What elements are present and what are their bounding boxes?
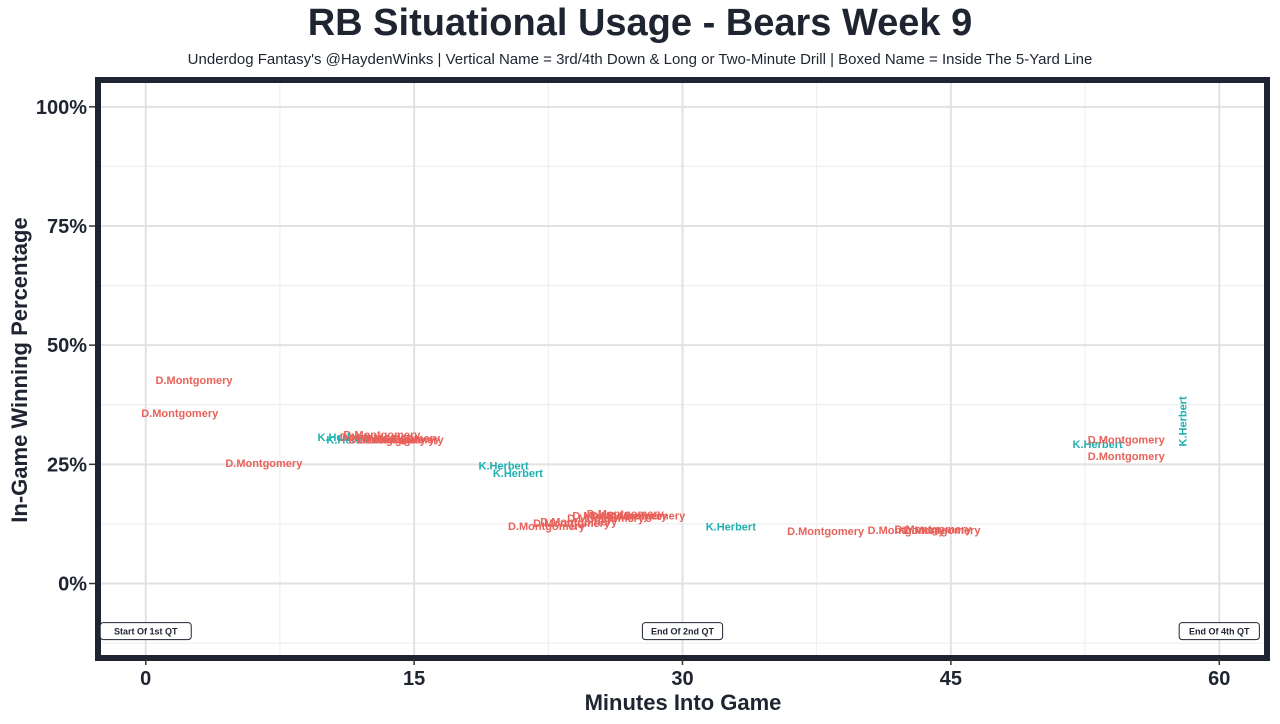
x-axis-ticks: 0 15 30 45 60	[140, 659, 1230, 690]
x-tick-label: 0	[140, 668, 151, 690]
player-point-label: K.Herbert	[479, 461, 529, 473]
annotation-label: Start Of 1st QT	[114, 627, 178, 637]
plot-frame	[95, 77, 1270, 661]
player-point-label: D.Montgomery	[508, 521, 586, 533]
player-point-label: D.Montgomery	[572, 511, 650, 523]
annotation-box	[99, 622, 192, 641]
quarter-annotation: End Of 4th QT	[1178, 622, 1260, 641]
y-axis-ticks: 0% 25% 50% 75% 100%	[36, 97, 95, 596]
player-point-label: D.Montgomery	[358, 434, 436, 446]
quarter-annotation: End Of 2nd QT	[641, 622, 724, 641]
player-point-label: K.Herbert	[326, 434, 376, 446]
x-tick-label: 60	[1208, 668, 1230, 690]
player-point-label: D.Montgomery	[590, 511, 668, 523]
player-point-label: D.Montgomery	[1088, 451, 1166, 463]
x-tick-label: 15	[403, 668, 425, 690]
player-point-label: D.Montgomery	[540, 516, 618, 528]
player-point-label: D.Montgomery	[567, 513, 645, 525]
quarter-annotations: Start Of 1st QT End Of 2nd QT End Of 4th Q…	[99, 622, 1260, 641]
player-point-label: K.Herbert	[1177, 396, 1189, 446]
player-point-label: D.Montgomery	[141, 408, 219, 420]
player-point-label: K.Herbert	[706, 522, 756, 534]
chart-title: RB Situational Usage - Bears Week 9	[307, 2, 973, 44]
player-point-label: D.Montgomery	[225, 458, 303, 470]
player-point-label: D.Montgomery	[587, 508, 665, 520]
player-point-label: D.Montgomery	[343, 430, 421, 442]
x-tick-label: 30	[671, 668, 693, 690]
x-axis-label: Minutes Into Game	[585, 690, 782, 715]
quarter-annotation: Start Of 1st QT	[99, 622, 192, 641]
chart-subtitle: Underdog Fantasy's @HaydenWinks | Vertic…	[187, 51, 1093, 68]
player-point-label: D.Montgomery	[349, 434, 427, 446]
player-point-label: K.Herbert	[317, 432, 367, 444]
player-point-label: K.Herbert	[493, 468, 543, 480]
y-tick-label: 75%	[47, 216, 87, 238]
annotation-label: End Of 4th QT	[1189, 627, 1250, 637]
player-point-label: D.Montgomery	[367, 434, 445, 446]
player-point-label: D.Montgomery	[894, 524, 972, 536]
player-point-label: D.Montgomery	[608, 511, 686, 523]
y-tick-label: 0%	[58, 574, 87, 596]
player-point-label: D.Montgomery	[156, 375, 234, 387]
x-tick-label: 45	[940, 668, 962, 690]
player-point-label: D.Montgomery	[868, 525, 946, 537]
player-labels: D.MontgomeryD.MontgomeryD.MontgomeryK.He…	[141, 375, 1189, 538]
y-tick-label: 25%	[47, 454, 87, 476]
player-point-label: D.Montgomery	[363, 433, 441, 445]
grid-lines	[101, 83, 1264, 655]
annotation-label: End Of 2nd QT	[651, 627, 714, 637]
annotation-box	[641, 622, 724, 641]
player-point-label: D.Montgomery	[1088, 434, 1166, 446]
y-axis-label: In-Game Winning Percentage	[7, 217, 32, 522]
player-point-label: D.Montgomery	[340, 432, 418, 444]
player-point-label: D.Montgomery	[533, 518, 611, 530]
y-tick-label: 100%	[36, 97, 87, 119]
player-point-label: D.Montgomery	[903, 525, 981, 537]
annotation-box	[1178, 622, 1260, 641]
player-point-label: D.Montgomery	[787, 526, 865, 538]
y-tick-label: 50%	[47, 335, 87, 357]
player-point-label: K.Herbert	[1073, 439, 1123, 451]
